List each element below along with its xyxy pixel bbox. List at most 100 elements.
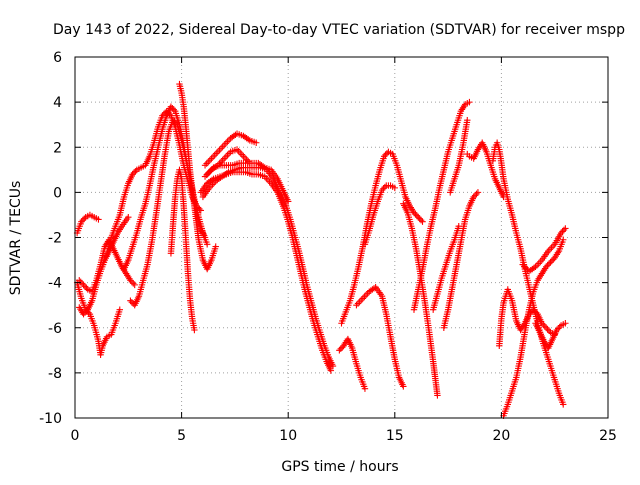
data-point <box>116 306 123 313</box>
data-point <box>545 260 553 268</box>
series-arc-15 <box>336 335 369 392</box>
y-tick-label: -10 <box>39 411 62 427</box>
y-tick-label: -2 <box>48 231 62 247</box>
x-tick-label: 15 <box>386 428 404 444</box>
data-point <box>544 262 551 269</box>
data-point <box>129 171 136 178</box>
series-arc-10 <box>197 168 335 374</box>
y-tick-labels: -10 -8 -6 -4 -2 0 2 4 6 <box>39 50 62 427</box>
data-point <box>81 309 89 316</box>
series-arc-11 <box>199 164 337 370</box>
data-point <box>417 217 425 224</box>
data-point <box>128 278 136 286</box>
data-point <box>557 229 565 237</box>
y-tick-label: 0 <box>53 185 62 201</box>
data-point <box>83 308 90 315</box>
ticks-layer <box>74 56 609 419</box>
y-tick-label: 4 <box>53 95 62 111</box>
data-point <box>130 169 138 177</box>
data-point <box>170 106 177 113</box>
series-arc-27 <box>500 236 567 419</box>
y-tick-label: -6 <box>48 321 62 337</box>
data-point <box>542 263 550 271</box>
data-point <box>191 326 198 334</box>
series-arc-1 <box>73 279 123 359</box>
data-point <box>77 278 84 286</box>
data-point <box>556 323 563 331</box>
data-point <box>562 225 569 232</box>
data-point <box>555 325 562 332</box>
data-point <box>531 308 539 315</box>
data-point <box>132 168 139 175</box>
x-axis-label: GPS time / hours <box>281 459 398 475</box>
data-point <box>473 190 480 198</box>
series-arc-24 <box>464 139 507 201</box>
y-tick-label: -8 <box>48 366 62 382</box>
data-point <box>127 297 134 304</box>
data-point <box>533 309 540 316</box>
x-tick-label: 20 <box>492 428 510 444</box>
series-arc-16 <box>338 148 426 327</box>
data-point <box>560 226 568 234</box>
x-tick-label: 0 <box>71 428 80 444</box>
data-point <box>253 139 260 146</box>
chart-title: Day 143 of 2022, Sidereal Day-to-day VTE… <box>53 22 625 38</box>
data-point <box>560 236 567 243</box>
data-point <box>95 216 102 223</box>
series-arc-18 <box>361 182 398 248</box>
data-point <box>203 241 211 248</box>
data-point <box>212 243 219 250</box>
data-point <box>81 215 88 222</box>
data-point <box>419 218 426 225</box>
data-point <box>171 118 178 125</box>
data-point <box>78 218 85 225</box>
data-point <box>416 215 423 222</box>
data-point <box>541 323 548 330</box>
series-arc-9 <box>176 80 219 273</box>
data-point <box>83 284 90 292</box>
data-point <box>538 320 546 327</box>
data-point <box>80 281 87 289</box>
series-arc-17 <box>353 283 407 390</box>
marks-layer <box>73 80 569 419</box>
data-point <box>336 347 343 354</box>
series-arc-20 <box>410 98 473 313</box>
series-arc-8 <box>167 166 198 334</box>
x-tick-label: 10 <box>279 428 297 444</box>
data-point <box>464 116 471 124</box>
data-point <box>413 212 421 219</box>
series-arc-4 <box>76 213 132 318</box>
data-point <box>382 151 389 158</box>
data-point <box>327 367 335 374</box>
data-point <box>378 186 386 194</box>
y-axis-label: SDTVAR / TECUs <box>8 181 24 296</box>
x-tick-label: 25 <box>599 428 617 444</box>
data-point <box>415 213 422 221</box>
data-point <box>400 383 407 390</box>
data-point <box>127 277 134 284</box>
series-arc-3 <box>73 211 102 237</box>
series-arc-29 <box>532 320 569 352</box>
series-arc-14 <box>201 146 254 180</box>
data-point <box>167 103 175 110</box>
data-point <box>553 326 561 334</box>
data-point <box>381 183 389 191</box>
data-point <box>466 98 473 106</box>
data-point <box>380 153 388 160</box>
y-tick-label: 6 <box>53 50 62 66</box>
data-point <box>559 228 566 235</box>
data-point <box>361 385 369 392</box>
series-arc-22 <box>440 189 482 331</box>
data-point <box>130 280 137 287</box>
data-point <box>410 209 418 216</box>
data-point <box>471 192 479 199</box>
series-arc-28 <box>519 225 569 275</box>
series-arc-21 <box>429 223 462 313</box>
data-point <box>337 345 344 353</box>
data-point <box>412 210 419 218</box>
data-point <box>329 362 337 370</box>
data-point <box>125 213 132 221</box>
data-point <box>78 280 86 287</box>
data-point <box>391 184 398 192</box>
